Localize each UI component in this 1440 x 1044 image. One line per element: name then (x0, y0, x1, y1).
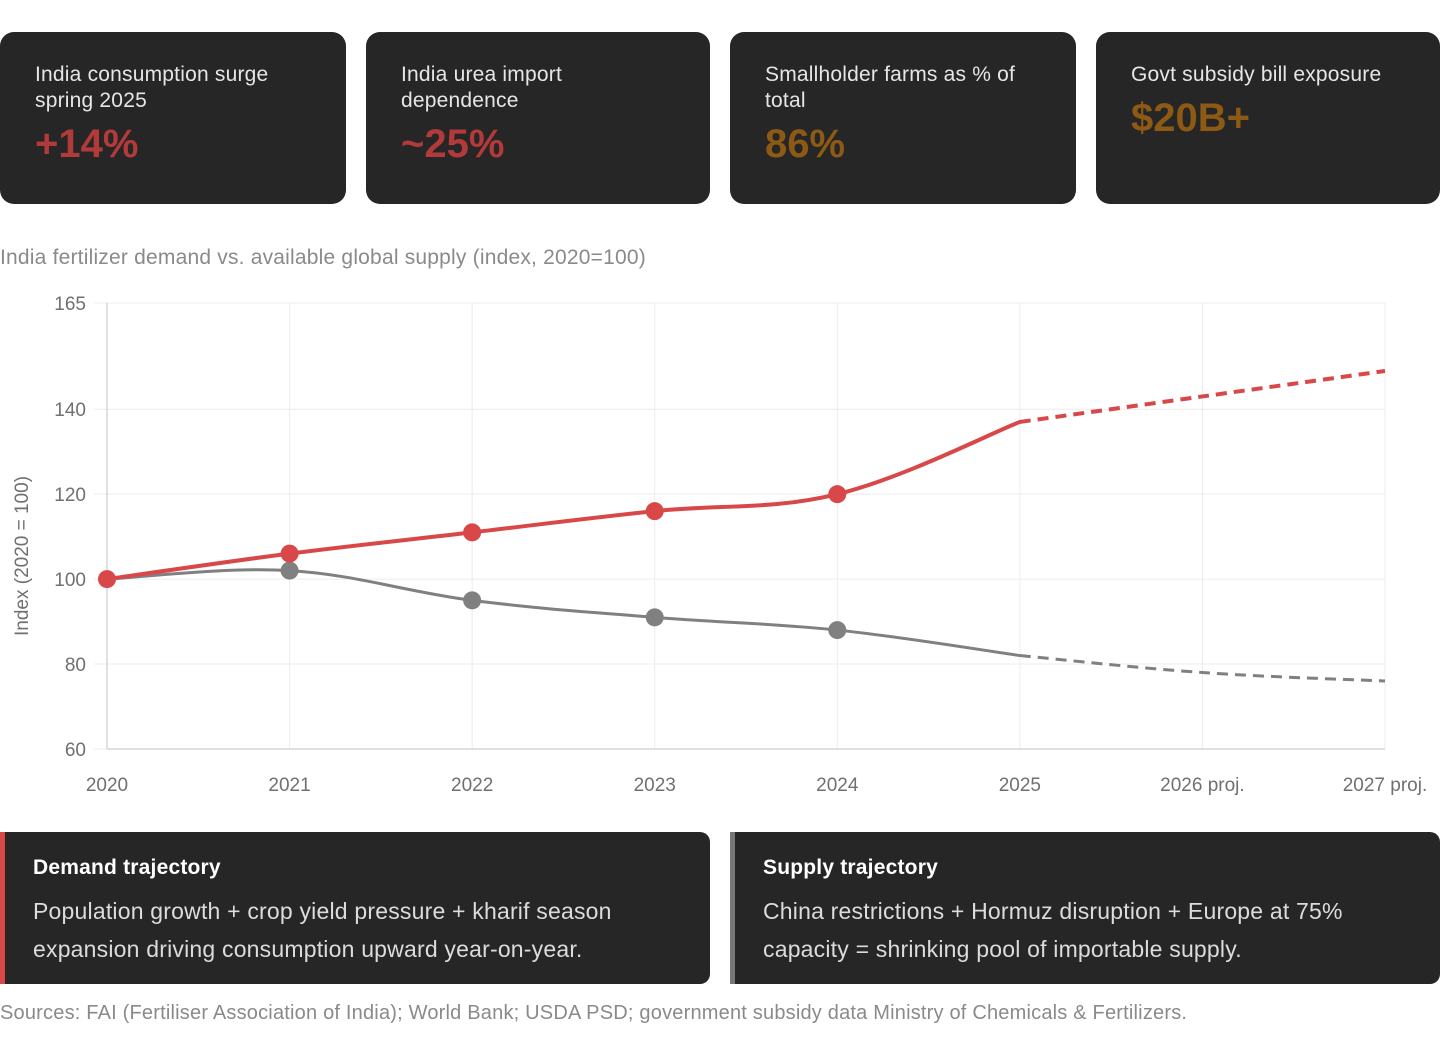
sources-footnote: Sources: FAI (Fertiliser Association of … (0, 1002, 1188, 1024)
demand-trajectory-note: Demand trajectory Population growth + cr… (0, 832, 710, 984)
y-tick-label: 140 (54, 400, 86, 421)
kpi-label: India consumption surge spring 2025 (35, 63, 269, 112)
y-tick-label: 100 (54, 570, 86, 591)
y-tick-label: 120 (54, 485, 86, 506)
kpi-label: India urea import dependence (401, 63, 562, 112)
demand-series-line (105, 419, 1022, 582)
demand-data-point (828, 485, 847, 504)
y-tick-label: 60 (65, 740, 86, 761)
kpi-card-import-dependence: India urea import dependence ~25% (366, 32, 710, 204)
kpi-value: +14% (35, 122, 139, 166)
kpi-label: Govt subsidy bill exposure (1131, 63, 1382, 86)
demand-projection-line (1019, 368, 1386, 424)
y-tick-label: 80 (65, 655, 86, 676)
kpi-value: $20B+ (1131, 96, 1250, 140)
kpi-card-subsidy-exposure: Govt subsidy bill exposure $20B+ (1096, 32, 1440, 204)
supply-data-point (828, 621, 847, 640)
x-tick-label: 2022 (451, 775, 493, 796)
chart-title: India fertilizer demand vs. available gl… (0, 246, 646, 269)
x-tick-label: 2027 proj. (1343, 775, 1428, 796)
x-tick-label: 2025 (999, 775, 1041, 796)
x-tick-label: 2026 proj. (1160, 775, 1245, 796)
supply-trajectory-note: Supply trajectory China restrictions + H… (730, 832, 1440, 984)
supply-data-point (463, 591, 482, 610)
line-chart: 60 80 100 120 140 165 2020 2021 2022 2023 2024 2025… (12, 294, 1428, 796)
x-tick-label: 2023 (634, 775, 676, 796)
supply-projection-line (1019, 654, 1386, 683)
y-tick-label: 165 (54, 294, 86, 315)
note-body: Population growth + crop yield pressure … (33, 898, 612, 962)
kpi-value: 86% (765, 122, 846, 166)
note-body: China restrictions + Hormuz disruption +… (763, 898, 1343, 962)
x-tick-label: 2024 (816, 775, 859, 796)
demand-data-point (645, 502, 664, 521)
supply-data-point (645, 608, 664, 627)
supply-series-line (105, 568, 1022, 658)
kpi-value: ~25% (401, 122, 505, 166)
demand-data-point (98, 570, 116, 589)
supply-data-point (280, 561, 299, 580)
note-title: Demand trajectory (33, 856, 221, 879)
demand-data-point (280, 544, 299, 563)
x-tick-label: 2020 (86, 775, 128, 796)
kpi-label: Smallholder farms as % of total (765, 63, 1016, 112)
demand-data-point (463, 523, 482, 542)
kpi-card-smallholder-farms: Smallholder farms as % of total 86% (730, 32, 1076, 204)
kpi-card-consumption-surge: India consumption surge spring 2025 +14% (0, 32, 346, 204)
y-axis-label: Index (2020 = 100) (12, 476, 33, 636)
note-title: Supply trajectory (763, 856, 938, 879)
x-tick-label: 2021 (268, 775, 310, 796)
